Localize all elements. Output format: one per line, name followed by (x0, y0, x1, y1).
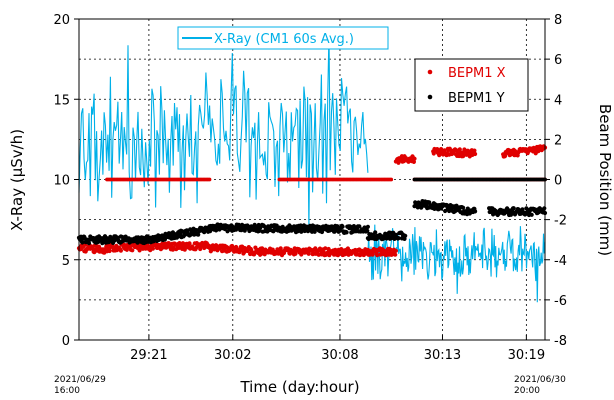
x-end-time: 20:00 (514, 386, 540, 396)
x-start-time: 16:00 (54, 386, 80, 396)
bepm1-x-point (234, 244, 239, 250)
y-left-tick-label: 0 (62, 334, 70, 349)
x-end-date: 2021/06/30 (514, 375, 566, 385)
ticks: 0 5 10 15 20 -8 -6 -4 -2 0 2 4 6 8 29:21 30:02 30:08 30:1… (53, 13, 567, 363)
bepm1-x-point (388, 247, 393, 252)
y-right-tick-label: -2 (554, 214, 567, 229)
bepm1-y-point (357, 224, 362, 229)
bepm1-x-point (375, 253, 380, 258)
bepm1-x-point (472, 148, 477, 153)
y-left-title: X-Ray (μSv/h) (8, 129, 26, 231)
y-right-tick-label: 8 (554, 13, 562, 28)
bepm1-x-point (107, 248, 112, 254)
legend-bepm1-x-marker (427, 69, 433, 75)
legend-bepm1-y-marker (427, 94, 433, 100)
series-xray (78, 31, 546, 303)
bepm1-x-point (182, 247, 187, 252)
bepm1-x-point (503, 153, 508, 159)
y-left-tick-label: 15 (53, 93, 70, 108)
bepm1-x-zero-point (389, 177, 394, 182)
bepm1-y-point (299, 229, 304, 234)
bepm1-x-point (461, 154, 466, 159)
x-tick-label: 29:21 (130, 348, 167, 363)
y-right-tick-label: 0 (554, 174, 562, 189)
bepm1-y-point (340, 224, 345, 229)
y-right-tick-label: -4 (554, 254, 567, 269)
bepm1-x-point (323, 246, 328, 251)
x-tick-label: 30:19 (508, 348, 545, 363)
bepm1-y-point (86, 241, 92, 246)
y-right-tick-label: -8 (554, 334, 567, 349)
bepm1-x-point (393, 252, 398, 257)
bepm1-y-point (344, 230, 349, 235)
bepm1-y-point (335, 224, 340, 229)
bepm1-x-point (370, 252, 375, 257)
y-right-title: Beam Position (mm) (596, 104, 614, 256)
bepm1-y-point (529, 212, 534, 217)
legend-bepm1-x-label: BEPM1 X (448, 66, 506, 81)
xray-line (78, 31, 369, 230)
bepm1-y-point (214, 228, 219, 233)
bepm1-x-zero-point (207, 177, 212, 182)
bepm1-x-point (118, 248, 123, 253)
y-left-tick-label: 10 (53, 174, 70, 189)
bepm1-y-point (542, 206, 547, 211)
bepm1-x-point (393, 248, 398, 253)
legend-bepm-box (414, 58, 529, 112)
y-left-tick-label: 5 (62, 254, 70, 269)
y-right-tick-label: -6 (554, 294, 567, 309)
bepm1-x-point (137, 248, 142, 253)
bepm1-x-point (457, 147, 462, 152)
series-bepm1-y (76, 177, 548, 246)
x-tick-label: 30:02 (214, 348, 251, 363)
legend-xray: X-Ray (CM1 60s Avg.) (177, 26, 389, 50)
bepm1-y-point (403, 233, 408, 238)
legend-xray-box (177, 26, 389, 50)
y-left-tick-label: 20 (53, 13, 70, 28)
y-right-tick-label: 2 (554, 133, 562, 148)
bepm1-y-point (80, 240, 85, 245)
bepm1-y-point (396, 236, 401, 241)
bepm1-x-point (435, 147, 440, 152)
legend-bepm: BEPM1 X BEPM1 Y (414, 58, 529, 112)
bepm1-y-point (508, 212, 514, 217)
xray-line (367, 224, 546, 303)
legend-bepm1-y-label: BEPM1 Y (448, 91, 505, 106)
bepm1-x-point (130, 248, 135, 253)
x-tick-label: 30:13 (424, 348, 461, 363)
bepm1-x-point (412, 156, 417, 161)
y-right-tick-label: 6 (554, 53, 562, 68)
x-start-date: 2021/06/29 (54, 375, 106, 385)
y-right-tick-label: 4 (554, 93, 562, 108)
bepm1-y-point (373, 230, 378, 235)
bepm1-x-point (473, 151, 478, 157)
bepm1-y-point (365, 224, 370, 229)
bepm1-y-point (242, 228, 247, 233)
x-tick-label: 30:08 (321, 348, 358, 363)
bepm1-x-point (187, 241, 192, 246)
bepm1-y-point (365, 228, 370, 233)
bepm1-x-point (150, 246, 155, 251)
bepm1-y-point (461, 205, 466, 210)
legend-xray-label: X-Ray (CM1 60s Avg.) (214, 32, 354, 47)
bepm1-y-point (196, 232, 201, 237)
bepm1-x-point (411, 159, 416, 164)
x-title: Time (day:hour) (239, 378, 359, 396)
bepm1-y-point (319, 229, 325, 235)
bepm1-x-point (306, 251, 311, 256)
bepm1-y-point (511, 206, 516, 211)
bepm1-y-point (473, 209, 478, 214)
